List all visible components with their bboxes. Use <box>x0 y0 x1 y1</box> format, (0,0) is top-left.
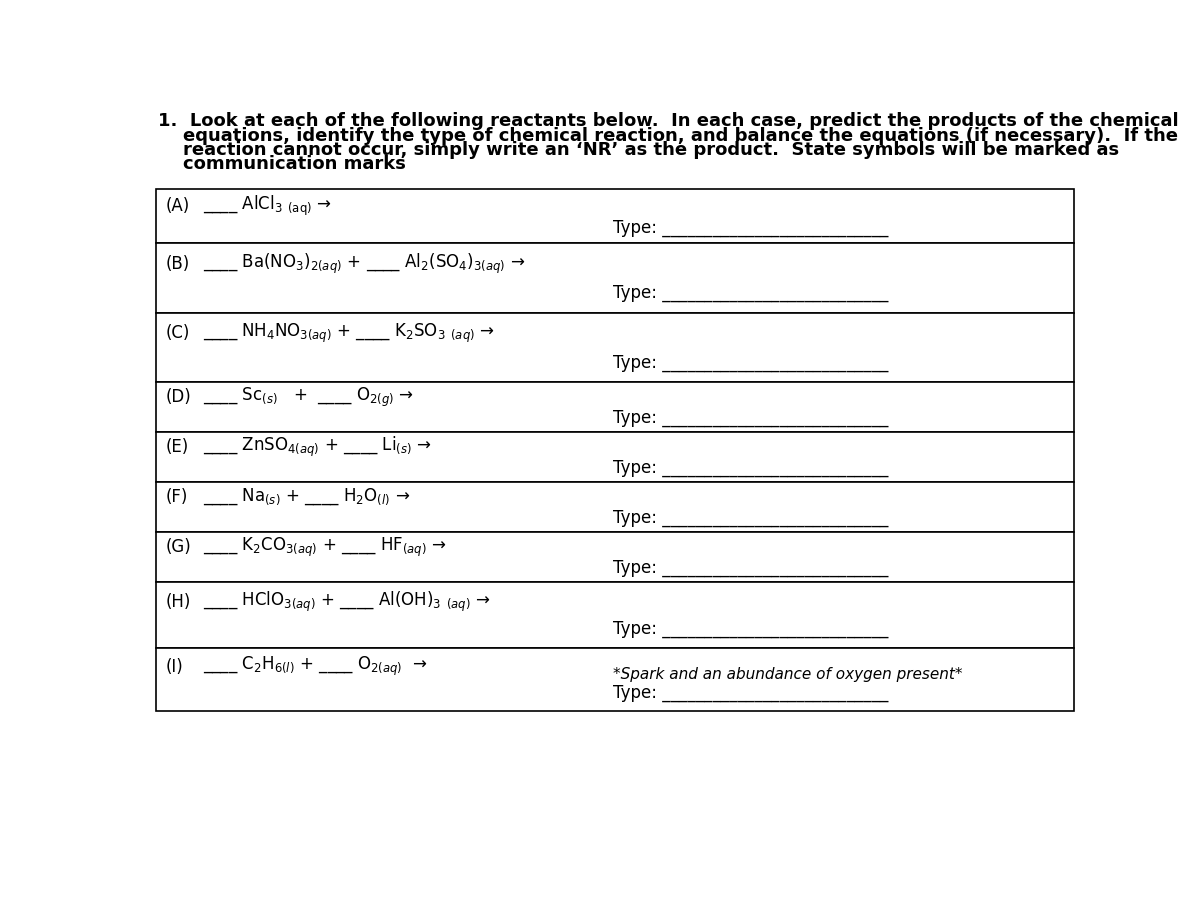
Text: ____ HClO$_{3(aq)}$ + ____ Al(OH)$_{3}$ $_{(aq)}$ →: ____ HClO$_{3(aq)}$ + ____ Al(OH)$_{3}$ … <box>203 590 491 614</box>
Text: 1.  Look at each of the following reactants below.  In each case, predict the pr: 1. Look at each of the following reactan… <box>157 112 1178 130</box>
Text: Type: ___________________________: Type: ___________________________ <box>613 409 889 427</box>
Text: Type: ___________________________: Type: ___________________________ <box>613 219 889 237</box>
Text: (B): (B) <box>166 255 190 273</box>
Text: ____ K$_{2}$CO$_{3(aq)}$ + ____ HF$_{(aq)}$ →: ____ K$_{2}$CO$_{3(aq)}$ + ____ HF$_{(aq… <box>203 536 446 558</box>
Text: *Spark and an abundance of oxygen present*: *Spark and an abundance of oxygen presen… <box>613 667 962 681</box>
Text: (C): (C) <box>166 324 190 342</box>
Bar <box>156 189 1074 243</box>
Bar <box>156 648 1074 710</box>
Text: Type: ___________________________: Type: ___________________________ <box>613 620 889 638</box>
Text: ____ Na$_{(s)}$ + ____ H$_{2}$O$_{(l)}$ →: ____ Na$_{(s)}$ + ____ H$_{2}$O$_{(l)}$ … <box>203 487 410 508</box>
Text: Type: ___________________________: Type: ___________________________ <box>613 559 889 577</box>
Bar <box>156 312 1074 382</box>
Text: ____ AlCl$_{3}$ $_{\mathrm{(aq)}}$ →: ____ AlCl$_{3}$ $_{\mathrm{(aq)}}$ → <box>203 194 331 218</box>
Text: Type: ___________________________: Type: ___________________________ <box>613 459 889 477</box>
Text: (D): (D) <box>166 388 191 406</box>
Text: (H): (H) <box>166 593 191 611</box>
Text: Type: ___________________________: Type: ___________________________ <box>613 284 889 302</box>
Bar <box>156 532 1074 582</box>
Bar <box>156 382 1074 432</box>
Text: ____ ZnSO$_{4(aq)}$ + ____ Li$_{(s)}$ →: ____ ZnSO$_{4(aq)}$ + ____ Li$_{(s)}$ → <box>203 435 432 459</box>
Text: communication marks: communication marks <box>157 155 406 173</box>
Text: Type: ___________________________: Type: ___________________________ <box>613 510 889 527</box>
Bar <box>156 243 1074 312</box>
Text: ____ Ba(NO$_{3}$)$_{2(aq)}$ + ____ Al$_{2}$(SO$_{4}$)$_{3(aq)}$ →: ____ Ba(NO$_{3}$)$_{2(aq)}$ + ____ Al$_{… <box>203 252 526 276</box>
Text: ____ Sc$_{(s)}$   +  ____ O$_{2(g)}$ →: ____ Sc$_{(s)}$ + ____ O$_{2(g)}$ → <box>203 386 414 408</box>
Text: (E): (E) <box>166 438 188 456</box>
Text: ____ NH$_{4}$NO$_{3(aq)}$ + ____ K$_{2}$SO$_{3}$ $_{(aq)}$ →: ____ NH$_{4}$NO$_{3(aq)}$ + ____ K$_{2}$… <box>203 322 494 345</box>
Bar <box>156 482 1074 532</box>
Text: Type: ___________________________: Type: ___________________________ <box>613 684 889 702</box>
Text: (F): (F) <box>166 488 188 506</box>
Text: equations, identify the type of chemical reaction, and balance the equations (if: equations, identify the type of chemical… <box>157 127 1177 145</box>
Bar <box>156 432 1074 482</box>
Bar <box>156 582 1074 648</box>
Text: (G): (G) <box>166 538 191 556</box>
Text: reaction cannot occur, simply write an ‘NR’ as the product.  State symbols will : reaction cannot occur, simply write an ‘… <box>157 141 1118 159</box>
Text: (A): (A) <box>166 196 190 214</box>
Text: (I): (I) <box>166 658 184 675</box>
Text: ____ C$_{2}$H$_{6(l)}$ + ____ O$_{2(aq)}$  →: ____ C$_{2}$H$_{6(l)}$ + ____ O$_{2(aq)}… <box>203 655 427 678</box>
Text: Type: ___________________________: Type: ___________________________ <box>613 354 889 372</box>
